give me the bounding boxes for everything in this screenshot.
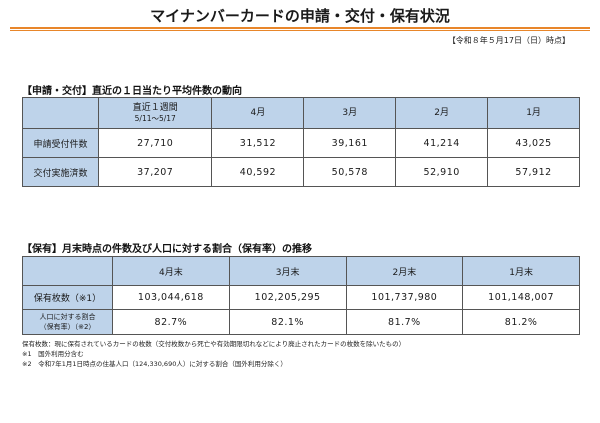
table-row: 人口に対する割合 （保有率）（※2） 82.7% 82.1% 81.7% 81.2… <box>22 309 580 335</box>
table-cell: 52,910 <box>395 157 489 187</box>
column-header: 3月 <box>303 97 397 129</box>
footnote: 保有枚数：現に保有されているカードの枚数（交付枚数から死亡や有効期限切れなどによ… <box>22 340 406 348</box>
table-cell: 101,737,980 <box>345 285 464 310</box>
section-title-application: 【申請・交付】直近の１日当たり平均件数の動向 <box>22 86 242 97</box>
table-cell: 37,207 <box>97 157 213 187</box>
column-header: 3月末 <box>228 256 347 286</box>
column-header: 4月 <box>211 97 305 129</box>
corner-cell <box>22 97 99 129</box>
column-header: 4月末 <box>112 256 230 286</box>
table-cell: 82.7% <box>112 309 230 335</box>
table-row: 申請受付件数 27,710 31,512 39,161 41,214 43,02… <box>22 128 580 158</box>
page-title: マイナンバーカードの申請・交付・保有状況 <box>150 7 450 25</box>
title-underline <box>10 27 590 29</box>
table-cell: 39,161 <box>303 128 397 158</box>
footnotes: 保有枚数：現に保有されているカードの枚数（交付枚数から死亡や有効期限切れなどによ… <box>22 339 405 369</box>
as-of-date: 【令和８年５月17日（日）時点】 <box>447 36 570 45</box>
row-header: 交付実施済数 <box>22 157 99 187</box>
column-header: 1月 <box>487 97 580 129</box>
table-row: 保有枚数（※1） 103,044,618 102,205,295 101,737… <box>22 285 580 310</box>
table-cell: 103,044,618 <box>112 285 230 310</box>
section-title-holdings: 【保有】月末時点の件数及び人口に対する割合（保有率）の推移 <box>22 244 312 255</box>
column-header: 直近１週間 5/11～5/17 <box>97 97 213 129</box>
table-cell: 101,148,007 <box>462 285 580 310</box>
table-cell: 40,592 <box>211 157 305 187</box>
footnote: ※2 令和7年1月1日時点の住基人口（124,330,690人）に対する割合（国… <box>22 360 287 368</box>
table-cell: 50,578 <box>303 157 397 187</box>
title-underline-thin <box>10 30 590 31</box>
table-cell: 81.2% <box>462 309 580 335</box>
application-issuance-table: 直近１週間 5/11～5/17 4月 3月 2月 1月 申請受付件数 27,710… <box>22 97 580 187</box>
table-cell: 41,214 <box>395 128 489 158</box>
column-header: 2月 <box>395 97 489 129</box>
row-header: 保有枚数（※1） <box>22 285 113 310</box>
row-header: 申請受付件数 <box>22 128 99 158</box>
table-cell: 82.1% <box>228 309 347 335</box>
holdings-table: 4月末 3月末 2月末 1月末 保有枚数（※1） 103,044,618 102… <box>22 256 580 335</box>
column-header: 1月末 <box>462 256 580 286</box>
table-row: 交付実施済数 37,207 40,592 50,578 52,910 57,91… <box>22 157 580 187</box>
table-cell: 81.7% <box>345 309 464 335</box>
row-header: 人口に対する割合 （保有率）（※2） <box>22 309 113 335</box>
table-header-row: 4月末 3月末 2月末 1月末 <box>22 256 580 286</box>
footnote: ※1 国外利用分含む <box>22 350 84 358</box>
corner-cell <box>22 256 113 286</box>
table-cell: 57,912 <box>487 157 580 187</box>
table-cell: 31,512 <box>211 128 305 158</box>
table-cell: 27,710 <box>97 128 213 158</box>
table-cell: 102,205,295 <box>228 285 347 310</box>
table-header-row: 直近１週間 5/11～5/17 4月 3月 2月 1月 <box>22 97 580 129</box>
column-header: 2月末 <box>345 256 464 286</box>
table-cell: 43,025 <box>487 128 580 158</box>
